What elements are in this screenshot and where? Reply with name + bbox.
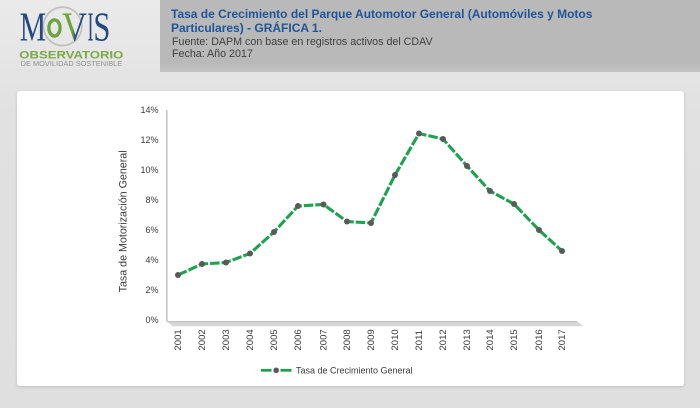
svg-text:2%: 2% [145, 285, 158, 295]
svg-text:2006: 2006 [293, 329, 304, 350]
svg-text:Tasa de Crecimiento General: Tasa de Crecimiento General [296, 366, 413, 376]
svg-text:2017: 2017 [557, 329, 568, 350]
svg-text:I: I [88, 4, 94, 50]
svg-text:2015: 2015 [509, 329, 520, 350]
svg-text:14%: 14% [140, 105, 158, 115]
svg-text:0%: 0% [145, 315, 158, 325]
svg-text:4%: 4% [145, 255, 158, 265]
svg-text:S: S [93, 4, 110, 50]
svg-text:DE MOVILIDAD SOSTENIBLE: DE MOVILIDAD SOSTENIBLE [21, 59, 123, 68]
svg-text:V: V [62, 4, 87, 50]
svg-text:8%: 8% [145, 195, 158, 205]
svg-text:OBSERVATORIO: OBSERVATORIO [19, 50, 124, 62]
svg-text:2001: 2001 [173, 329, 184, 350]
svg-text:12%: 12% [140, 135, 158, 145]
svg-text:2009: 2009 [366, 329, 377, 350]
svg-text:2013: 2013 [462, 329, 473, 350]
svg-text:2011: 2011 [414, 330, 425, 350]
svg-text:6%: 6% [145, 225, 158, 235]
svg-text:2014: 2014 [485, 329, 496, 350]
svg-text:Tasa de Motorización General: Tasa de Motorización General [118, 150, 130, 292]
svg-text:2012: 2012 [438, 329, 449, 350]
svg-text:M: M [20, 4, 46, 50]
svg-text:2016: 2016 [534, 329, 545, 350]
svg-text:2003: 2003 [221, 329, 232, 350]
svg-text:10%: 10% [140, 165, 158, 175]
svg-text:2004: 2004 [245, 329, 256, 350]
svg-text:2002: 2002 [197, 329, 208, 350]
svg-text:2008: 2008 [342, 329, 353, 350]
svg-text:2007: 2007 [319, 329, 330, 350]
svg-text:2005: 2005 [269, 329, 280, 350]
svg-text:2010: 2010 [390, 329, 401, 350]
